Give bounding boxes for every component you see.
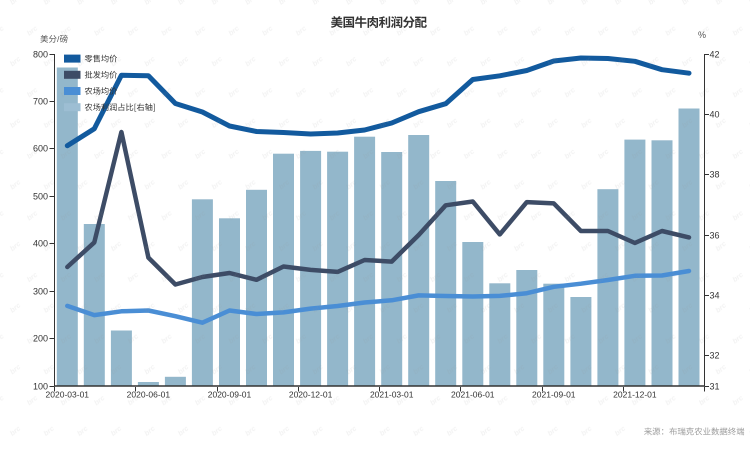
svg-text:2020-06-01: 2020-06-01 xyxy=(127,390,171,400)
svg-text:600: 600 xyxy=(33,144,48,154)
svg-text:2021-03-01: 2021-03-01 xyxy=(370,390,414,400)
svg-text:%: % xyxy=(698,30,706,40)
svg-text:700: 700 xyxy=(33,97,48,107)
svg-text:40: 40 xyxy=(710,110,720,120)
svg-text:200: 200 xyxy=(33,334,48,344)
svg-text:2020-09-01: 2020-09-01 xyxy=(208,390,252,400)
svg-text:2021-09-01: 2021-09-01 xyxy=(532,390,576,400)
svg-text:2021-12-01: 2021-12-01 xyxy=(613,390,657,400)
svg-text:/: / xyxy=(57,34,60,44)
svg-text:34: 34 xyxy=(710,291,720,301)
svg-text:38: 38 xyxy=(710,170,720,180)
svg-text:400: 400 xyxy=(33,239,48,249)
svg-text:42: 42 xyxy=(710,50,720,60)
svg-text:36: 36 xyxy=(710,231,720,241)
svg-text:100: 100 xyxy=(33,382,48,392)
svg-text:2021-06-01: 2021-06-01 xyxy=(451,390,495,400)
svg-text:2020-12-01: 2020-12-01 xyxy=(289,390,333,400)
svg-text:500: 500 xyxy=(33,192,48,202)
svg-text:32: 32 xyxy=(710,351,720,361)
svg-text:2020-03-01: 2020-03-01 xyxy=(46,390,90,400)
svg-text:800: 800 xyxy=(33,50,48,60)
svg-text:31: 31 xyxy=(710,382,720,392)
svg-text:300: 300 xyxy=(33,287,48,297)
